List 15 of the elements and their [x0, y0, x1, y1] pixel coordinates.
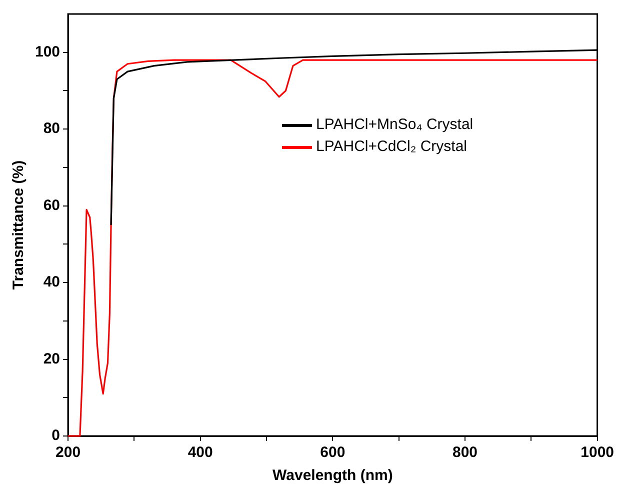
x-axis-title: Wavelength (nm)	[272, 467, 393, 484]
legend-label: LPAHCl+CdCl₂ Crystal	[316, 137, 467, 157]
x-tick-label: 200	[56, 444, 81, 462]
legend-label: LPAHCl+MnSo₄ Crystal	[316, 115, 474, 135]
y-tick-label: 0	[52, 427, 60, 444]
x-tick-label: 400	[188, 444, 213, 462]
x-tick-label: 800	[452, 444, 478, 462]
y-tick-label: 40	[43, 274, 60, 291]
x-tick-label: 600	[320, 444, 346, 462]
y-axis-title: Transmittance (%)	[10, 160, 28, 290]
x-tick-label: 1000	[580, 444, 614, 462]
y-tick-label: 60	[43, 196, 60, 214]
y-tick-label: 20	[43, 350, 60, 368]
y-tick-label: 100	[34, 44, 60, 61]
y-tick-label: 80	[43, 120, 60, 138]
